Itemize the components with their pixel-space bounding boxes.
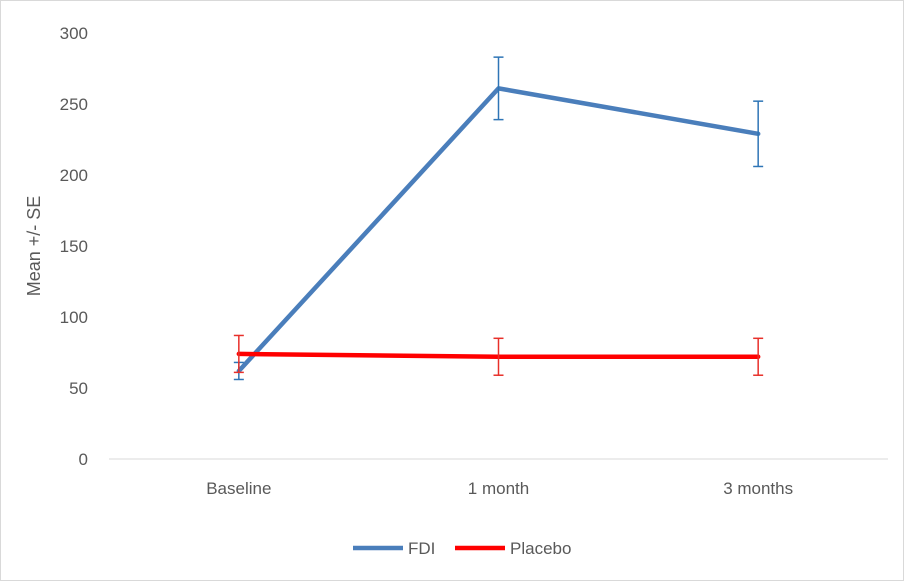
error-bars bbox=[233, 56, 764, 381]
legend-label-fdi: FDI bbox=[408, 539, 435, 558]
x-tick-label: Baseline bbox=[206, 479, 271, 498]
y-tick-label: 200 bbox=[60, 166, 88, 185]
y-tick-label: 0 bbox=[79, 450, 88, 469]
y-tick-label: 50 bbox=[69, 379, 88, 398]
legend: FDI Placebo bbox=[353, 539, 571, 558]
error-bar-fdi bbox=[753, 100, 764, 168]
x-tick-labels: Baseline 1 month 3 months bbox=[206, 479, 793, 498]
error-bar-fdi bbox=[493, 56, 504, 121]
legend-item-fdi: FDI bbox=[353, 539, 435, 558]
legend-label-placebo: Placebo bbox=[510, 539, 571, 558]
y-tick-label: 100 bbox=[60, 308, 88, 327]
legend-item-placebo: Placebo bbox=[455, 539, 571, 558]
y-tick-labels: 0 50 100 150 200 250 300 bbox=[60, 24, 88, 469]
error-bar-placebo bbox=[753, 337, 764, 376]
x-tick-label: 3 months bbox=[723, 479, 793, 498]
y-axis-title: Mean +/- SE bbox=[24, 196, 44, 297]
y-tick-label: 300 bbox=[60, 24, 88, 43]
error-bar-placebo bbox=[493, 337, 504, 376]
y-tick-label: 150 bbox=[60, 237, 88, 256]
x-tick-label: 1 month bbox=[468, 479, 529, 498]
error-bar-placebo bbox=[233, 334, 244, 374]
y-tick-label: 250 bbox=[60, 95, 88, 114]
